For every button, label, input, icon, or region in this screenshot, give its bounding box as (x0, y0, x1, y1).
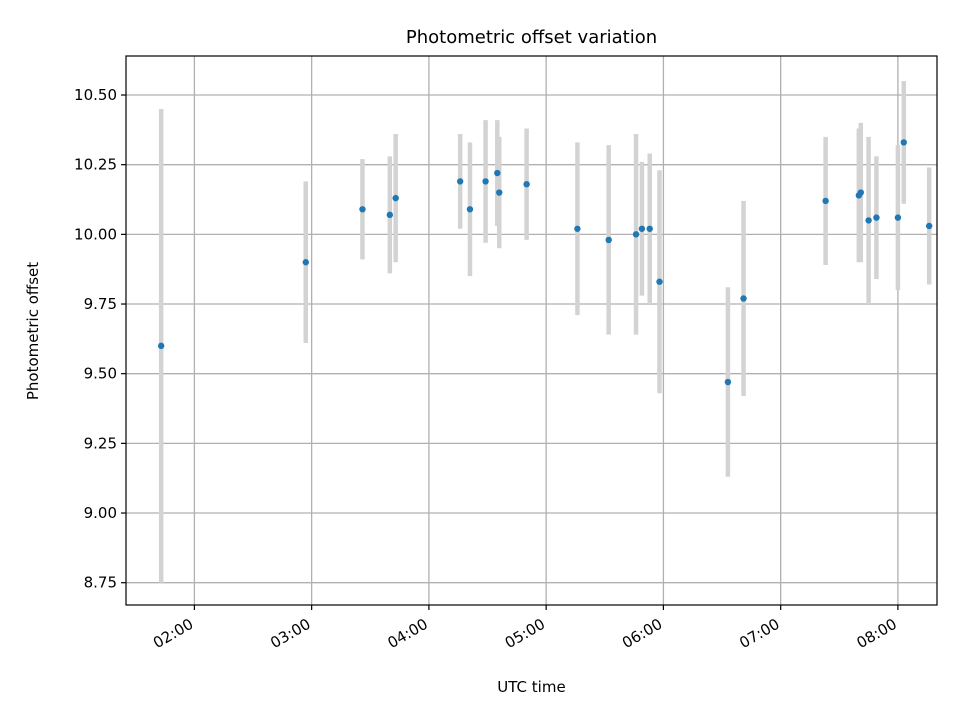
x-tick-label: 08:00 (853, 615, 899, 652)
y-axis-label: Photometric offset (24, 262, 42, 400)
data-point (523, 180, 530, 188)
data-point (496, 189, 503, 196)
data-point (865, 217, 872, 224)
x-tick-label: 05:00 (502, 615, 548, 652)
plot-frame (125, 55, 938, 606)
data-point (724, 378, 732, 386)
data-point (359, 206, 366, 213)
data-point (900, 139, 907, 146)
data-point (822, 197, 829, 205)
data-point (482, 178, 489, 185)
data-point (656, 278, 663, 285)
data-point (873, 214, 880, 221)
data-point (638, 225, 646, 232)
data-point (632, 231, 640, 238)
y-tick-label: 9.50 (84, 365, 117, 383)
data-point (605, 236, 612, 244)
data-points (157, 139, 933, 386)
data-point (574, 225, 581, 232)
x-tick-label: 03:00 (267, 615, 313, 652)
chart-title: Photometric offset variation (406, 27, 657, 48)
x-axis-label: UTC time (497, 678, 565, 696)
data-point (466, 206, 474, 213)
data-point (302, 259, 309, 266)
x-tick-label: 02:00 (150, 615, 196, 652)
y-tick-label: 10.00 (74, 225, 117, 243)
y-tick-label: 9.00 (84, 504, 117, 522)
data-point (925, 222, 933, 230)
y-tick-label: 8.75 (84, 574, 117, 592)
y-tick-label: 9.25 (84, 434, 117, 452)
data-point (494, 169, 501, 177)
x-tick-label: 07:00 (736, 615, 782, 652)
data-point (894, 214, 902, 221)
data-point (392, 194, 399, 202)
data-point (157, 342, 165, 350)
data-point (857, 189, 864, 196)
data-point (386, 211, 394, 219)
x-ticks: 02:00 03:00 04:00 05:00 06:00 07:00 08:00 (150, 605, 900, 652)
x-tick-label: 06:00 (619, 615, 665, 652)
error-bars (158, 81, 932, 583)
grid (126, 56, 937, 605)
data-point (456, 178, 464, 185)
y-tick-label: 9.75 (84, 295, 117, 313)
y-tick-label: 10.50 (74, 86, 117, 104)
y-ticks: 8.75 9.00 9.25 9.50 9.75 10.00 10.25 10.50 (74, 86, 126, 592)
y-tick-label: 10.25 (74, 156, 117, 174)
data-point (646, 225, 653, 232)
x-tick-label: 04:00 (384, 615, 430, 652)
data-point (740, 295, 747, 302)
